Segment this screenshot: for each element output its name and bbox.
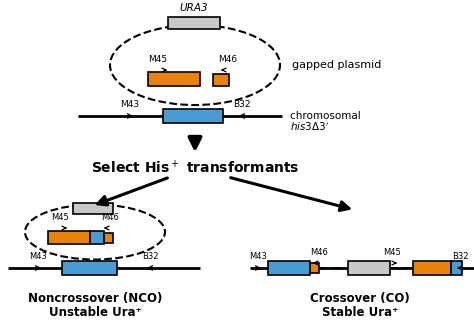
Text: M43: M43 [29,252,47,261]
Text: M45: M45 [148,55,168,64]
Bar [148,72,200,86]
Text: M43: M43 [120,100,139,109]
Text: B32: B32 [452,252,468,261]
Text: M45: M45 [383,248,401,257]
Text: chromosomal: chromosomal [290,111,364,121]
Text: Noncrossover (NCO): Noncrossover (NCO) [28,292,162,305]
Text: M45: M45 [51,213,69,222]
Text: M46: M46 [101,213,119,222]
Text: M43: M43 [249,252,267,261]
Bar [451,261,462,275]
Bar [62,261,117,275]
Bar [104,233,113,243]
Text: Stable Ura⁺: Stable Ura⁺ [322,306,398,319]
Bar [90,231,104,244]
Bar [73,203,113,214]
Text: Unstable Ura⁺: Unstable Ura⁺ [49,306,141,319]
Bar [163,109,223,123]
Bar [348,261,390,275]
Text: gapped plasmid: gapped plasmid [292,60,382,70]
Bar [213,74,229,86]
Bar [48,231,90,244]
Bar [268,261,310,275]
Bar [310,263,319,273]
Text: M46: M46 [310,248,328,257]
Text: M46: M46 [219,55,237,64]
Text: Select His$^+$ transformants: Select His$^+$ transformants [91,159,299,177]
Text: URA3: URA3 [180,3,208,13]
Text: B32: B32 [142,252,158,261]
Text: B32: B32 [233,100,251,109]
Bar [413,261,451,275]
Bar [168,17,220,29]
Text: Crossover (CO): Crossover (CO) [310,292,410,305]
Text: $\it{his3\Delta3'}$: $\it{his3\Delta3'}$ [290,121,329,133]
